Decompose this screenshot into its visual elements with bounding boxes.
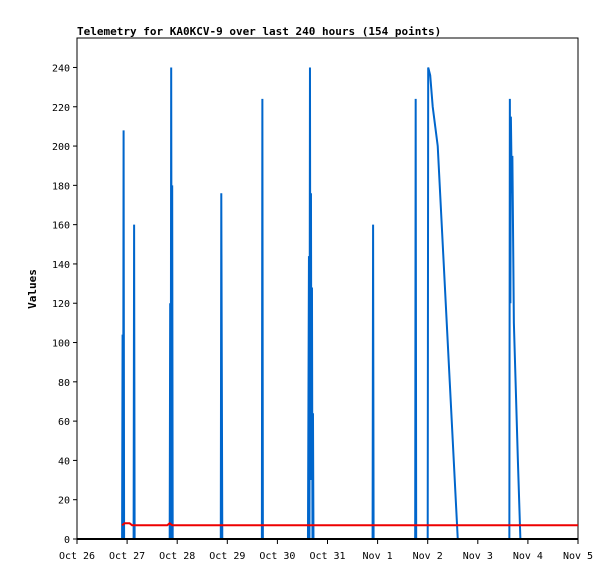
y-tick-label: 180 [52, 181, 70, 192]
y-tick-label: 0 [64, 535, 70, 546]
y-tick-label: 160 [52, 221, 70, 232]
x-tick-label: Oct 30 [259, 551, 295, 562]
x-tick-label: Oct 27 [109, 551, 145, 562]
x-tick-label: Nov 2 [413, 551, 443, 562]
y-tick-label: 40 [58, 456, 70, 467]
x-tick-label: Oct 29 [209, 551, 245, 562]
x-tick-label: Oct 28 [159, 551, 195, 562]
y-tick-label: 60 [58, 417, 70, 428]
y-tick-label: 220 [52, 103, 70, 114]
plot-area [76, 37, 579, 540]
y-tick-label: 140 [52, 260, 70, 271]
x-tick-label: Nov 4 [513, 551, 543, 562]
series-line-1 [121, 522, 578, 527]
x-tick-label: Nov 3 [463, 551, 493, 562]
y-tick-label: 200 [52, 142, 70, 153]
y-tick-label: 80 [58, 378, 70, 389]
chart-title: Telemetry for KA0KCV-9 over last 240 hou… [77, 25, 441, 38]
y-axis-label: Values [26, 269, 39, 309]
y-tick-label: 120 [52, 299, 70, 310]
y-tick-label: 20 [58, 496, 70, 507]
x-tick-label: Nov 1 [363, 551, 393, 562]
x-tick-label: Oct 31 [309, 551, 345, 562]
x-tick-label: Oct 26 [59, 551, 95, 562]
y-tick-label: 240 [52, 63, 70, 74]
y-tick-label: 100 [52, 339, 70, 350]
x-axis: Oct 26 Oct 27 Oct 28 Oct 29 Oct 30 Oct 31 Nov … [59, 539, 593, 562]
y-axis: 0 20 40 60 80 100 120 140 160 180 200 220 240 [52, 63, 77, 546]
x-tick-label: Nov 5 [563, 551, 593, 562]
